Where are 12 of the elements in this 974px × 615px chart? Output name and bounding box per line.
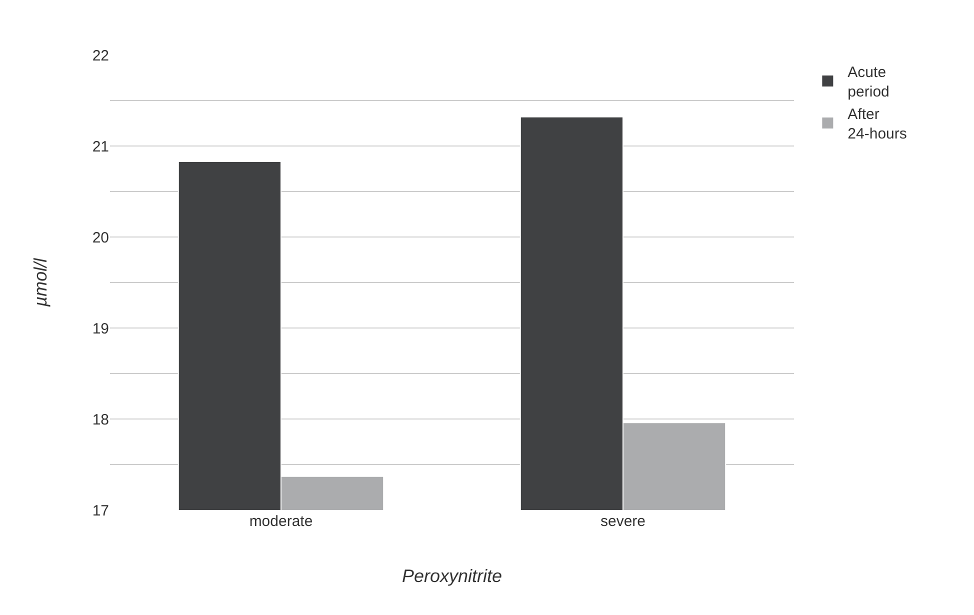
y-tick-label: 19	[92, 320, 109, 338]
x-axis-title: Peroxynitrite	[402, 566, 502, 586]
y-tick-label: 20	[92, 229, 109, 246]
y-tick-label: 22	[92, 47, 109, 64]
legend-label: After 24-hours	[848, 106, 907, 143]
x-tick-label: severe	[600, 513, 646, 530]
y-tick-label: 21	[92, 138, 109, 156]
y-axis-title: µmol/l	[30, 257, 51, 308]
x-tick-label: moderate	[249, 513, 313, 530]
y-tick-label: 17	[92, 502, 109, 520]
legend-label: Acute period	[848, 64, 890, 101]
y-tick-label: 18	[92, 411, 109, 428]
